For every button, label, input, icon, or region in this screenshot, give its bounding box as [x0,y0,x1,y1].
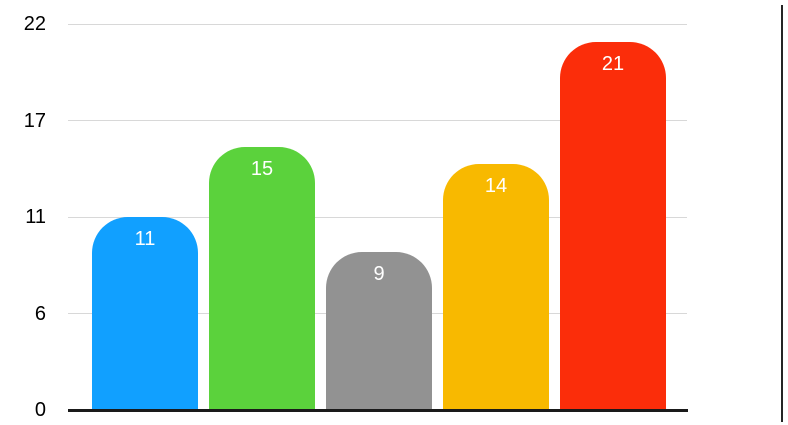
gridline-22 [68,23,687,25]
bar-value-label: 15 [250,158,274,180]
x-axis-baseline [68,409,688,412]
gridline-11 [68,216,687,218]
bar-gray-9[interactable]: 9 [326,252,432,410]
bar-value-label: 9 [373,263,385,285]
y-axis-tick-label-6: 6 [34,302,46,325]
gridline-17 [68,120,687,121]
y-axis-tick-label-11: 11 [25,206,46,228]
bar-red-21[interactable]: 21 [560,42,666,410]
right-edge-border [781,5,783,422]
y-axis-tick-label-22: 22 [23,13,46,35]
bar-value-label: 11 [134,228,156,250]
bar-green-15[interactable]: 15 [209,147,315,410]
bar-blue-11[interactable]: 11 [92,217,198,410]
y-axis-tick-label-17: 17 [23,109,46,132]
y-axis-tick-label-0: 0 [34,399,46,421]
plot-area: 11 15 9 14 21 [68,23,687,410]
bar-value-label: 21 [601,53,625,75]
bar-yellow-14[interactable]: 14 [443,164,549,410]
bar-value-label: 14 [484,175,508,197]
